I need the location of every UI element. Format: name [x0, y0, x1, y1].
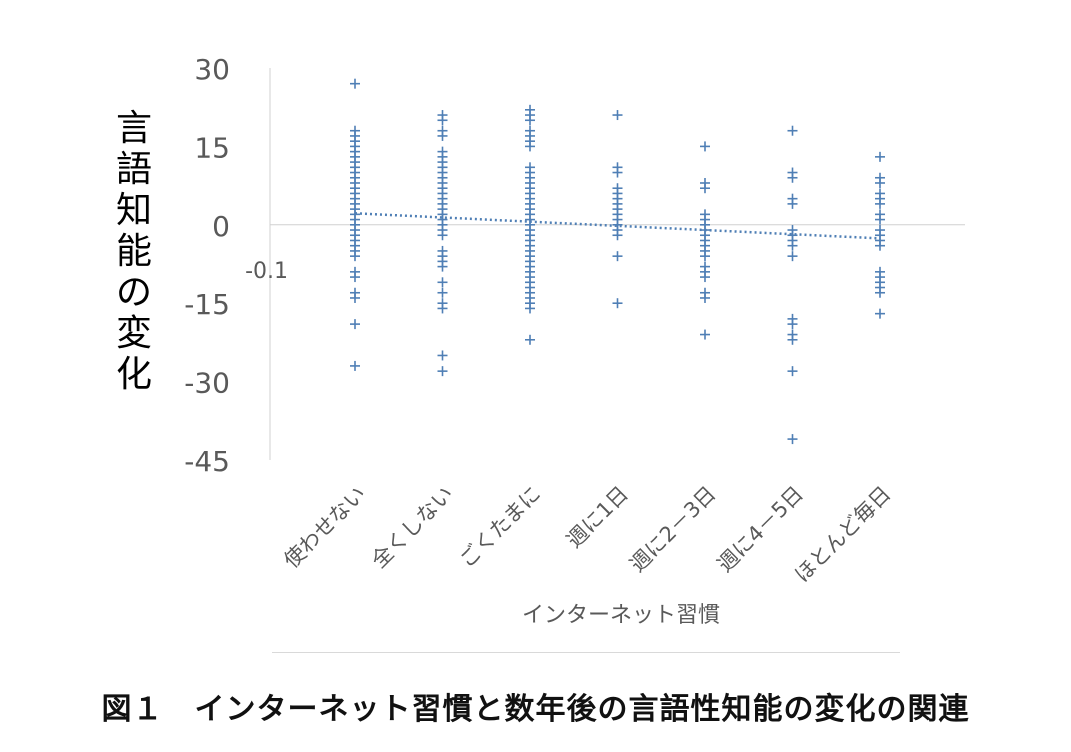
data-point [700, 183, 710, 194]
data-point [875, 151, 885, 162]
axes-group [269, 68, 965, 460]
data-point [787, 434, 798, 445]
data-point [787, 334, 798, 345]
data-point [437, 230, 448, 241]
data-point [350, 360, 360, 371]
data-point [787, 319, 798, 330]
data-point [525, 141, 535, 152]
data-point [350, 251, 360, 262]
data-point [350, 292, 360, 303]
data-point [437, 287, 448, 298]
x-tick-label: ごくたまに [455, 482, 546, 573]
data-point [700, 251, 710, 262]
data-point [787, 198, 798, 209]
data-point [437, 130, 448, 141]
y-axis-title-char: 言 [115, 108, 152, 149]
y-tick-label: -45 [184, 445, 230, 478]
data-point [875, 308, 885, 319]
data-point [875, 287, 885, 298]
data-point [525, 334, 535, 345]
data-point [612, 110, 623, 121]
trendline-group: -0.1 [245, 212, 881, 284]
y-tick-label: -15 [184, 288, 230, 321]
data-point [350, 272, 360, 283]
data-point [700, 141, 710, 152]
data-point [787, 172, 798, 183]
y-axis-title-char: 知 [115, 190, 152, 231]
y-tick-label: -30 [184, 367, 230, 400]
y-tick-label: 0 [212, 210, 230, 243]
y-tick-labels: 30 15 0 -15 -30 -45 [184, 53, 230, 478]
y-axis-title: 言語知能の変化 [112, 108, 156, 395]
data-point [875, 177, 885, 188]
data-points [350, 78, 885, 445]
data-point [787, 240, 798, 251]
data-point [350, 78, 360, 89]
x-tick-label: 週に4－5日 [713, 482, 808, 577]
data-point [700, 329, 710, 340]
data-point [525, 115, 535, 126]
data-point [525, 303, 535, 314]
y-axis-title-char: の [115, 272, 152, 313]
data-point [612, 298, 623, 309]
x-tick-label: 使わせない [279, 482, 370, 573]
data-point [350, 319, 360, 330]
caption-divider [272, 652, 900, 653]
x-tick-label: 全くしない [367, 482, 458, 573]
data-point [787, 366, 798, 377]
data-point [437, 115, 448, 126]
data-point [437, 303, 448, 314]
data-point [875, 214, 885, 225]
data-point [612, 230, 623, 241]
trendline-label: -0.1 [245, 259, 288, 284]
x-tick-label: 週に2－3日 [625, 482, 720, 577]
y-axis-title-char: 能 [115, 231, 152, 272]
data-point [437, 350, 448, 361]
y-tick-label: 30 [194, 53, 230, 86]
data-point [787, 125, 798, 136]
data-point [612, 167, 623, 178]
data-point [437, 277, 448, 288]
data-point [875, 198, 885, 209]
data-point [875, 240, 885, 251]
data-point [437, 261, 448, 272]
x-tick-label: 週に1日 [562, 482, 633, 553]
data-point [437, 366, 448, 377]
y-axis-title-char: 変 [115, 313, 152, 354]
data-point [787, 251, 798, 262]
y-axis-title-char: 語 [115, 149, 152, 190]
x-axis-title: インターネット習慣 [522, 603, 720, 628]
y-axis-title-char: 化 [115, 354, 152, 395]
data-point [700, 292, 710, 303]
data-point [700, 272, 710, 283]
y-tick-label: 15 [194, 131, 230, 164]
data-point [612, 251, 623, 262]
figure-caption: 図１ インターネット習慣と数年後の言語性知能の変化の関連 [101, 692, 970, 727]
